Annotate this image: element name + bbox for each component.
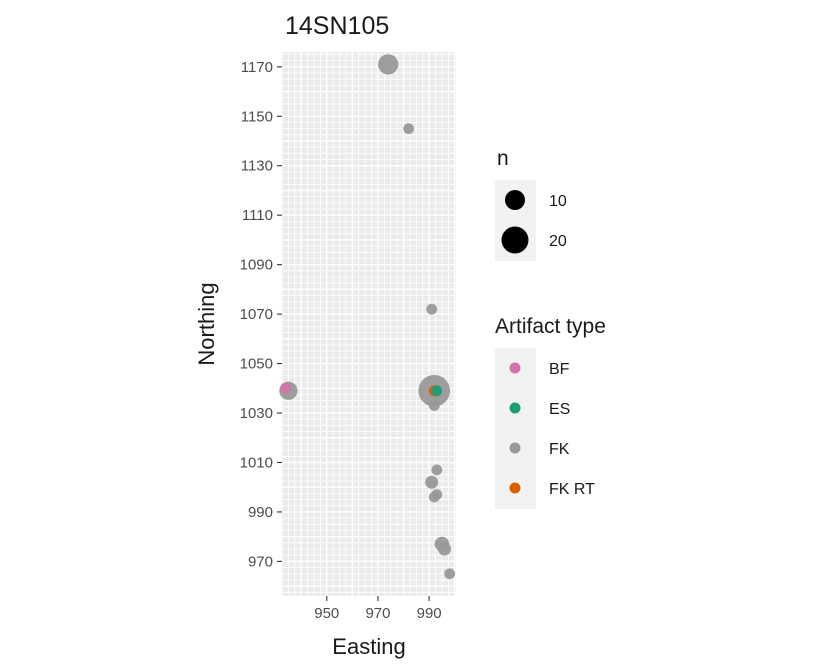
chart-title: 14SN105 xyxy=(285,12,389,40)
color-legend-label-fk-rt: FK RT xyxy=(549,481,595,498)
plot-panel xyxy=(279,52,456,596)
color-legend-key-background xyxy=(495,348,536,509)
y-tick-label: 1170 xyxy=(241,59,273,76)
point-es xyxy=(431,385,443,397)
grid-major xyxy=(282,52,456,596)
color-legend-key-bf xyxy=(509,362,521,374)
plot-background xyxy=(282,52,456,596)
color-legend-items: BF ES FK FK RT xyxy=(509,361,595,498)
size-legend-title: n xyxy=(497,147,509,170)
point-fk xyxy=(428,491,440,503)
color-legend-key-es xyxy=(509,402,521,414)
size-legend-key-10 xyxy=(505,190,525,210)
size-legend-label-10: 10 xyxy=(549,193,567,210)
color-legend-label-es: ES xyxy=(549,401,570,418)
y-tick-label: 1150 xyxy=(241,108,273,125)
size-legend-label-20: 20 xyxy=(549,233,567,250)
y-tick-label: 1050 xyxy=(240,356,273,373)
x-tick-label: 950 xyxy=(314,605,339,622)
point-fk xyxy=(425,475,439,489)
y-tick-label: 1010 xyxy=(240,454,273,471)
y-tick-label: 1090 xyxy=(240,257,273,274)
data-points xyxy=(279,54,456,580)
y-tick-label: 970 xyxy=(248,553,273,570)
color-legend-key-fk xyxy=(509,442,521,454)
color-legend-label-fk: FK xyxy=(549,441,570,458)
point-fk xyxy=(438,542,451,556)
color-legend-key-fk-rt xyxy=(509,482,521,494)
y-tick-label: 1070 xyxy=(240,306,273,323)
y-tick-label: 1030 xyxy=(240,405,273,422)
y-tick-label: 1130 xyxy=(241,158,273,175)
grid-minor xyxy=(281,52,456,596)
x-axis-title: Easting xyxy=(332,634,405,659)
y-tick-label: 990 xyxy=(248,504,273,521)
point-fk xyxy=(428,400,440,411)
y-axis: 970 990 1010 1030 1050 1070 1090 1110 1130 1150 11… xyxy=(240,59,282,570)
point-fk xyxy=(431,464,443,476)
point-fk xyxy=(403,123,415,135)
point-fk xyxy=(426,303,438,315)
size-legend-items: 10 20 xyxy=(501,190,567,254)
y-tick-label: 1110 xyxy=(242,207,273,224)
point-fk xyxy=(444,568,456,580)
x-tick-label: 990 xyxy=(417,605,442,622)
point-bf xyxy=(280,382,292,394)
color-legend-title: Artifact type xyxy=(495,315,606,338)
size-legend-key-20 xyxy=(501,226,529,254)
x-tick-label: 970 xyxy=(365,605,390,622)
x-axis: 950 970 990 xyxy=(314,596,442,622)
color-legend: Artifact type BF ES FK FK RT xyxy=(495,315,606,509)
point-fk xyxy=(378,54,399,75)
y-axis-title: Northing xyxy=(194,282,219,365)
color-legend-label-bf: BF xyxy=(549,361,570,378)
size-legend: n 10 20 xyxy=(495,147,567,261)
